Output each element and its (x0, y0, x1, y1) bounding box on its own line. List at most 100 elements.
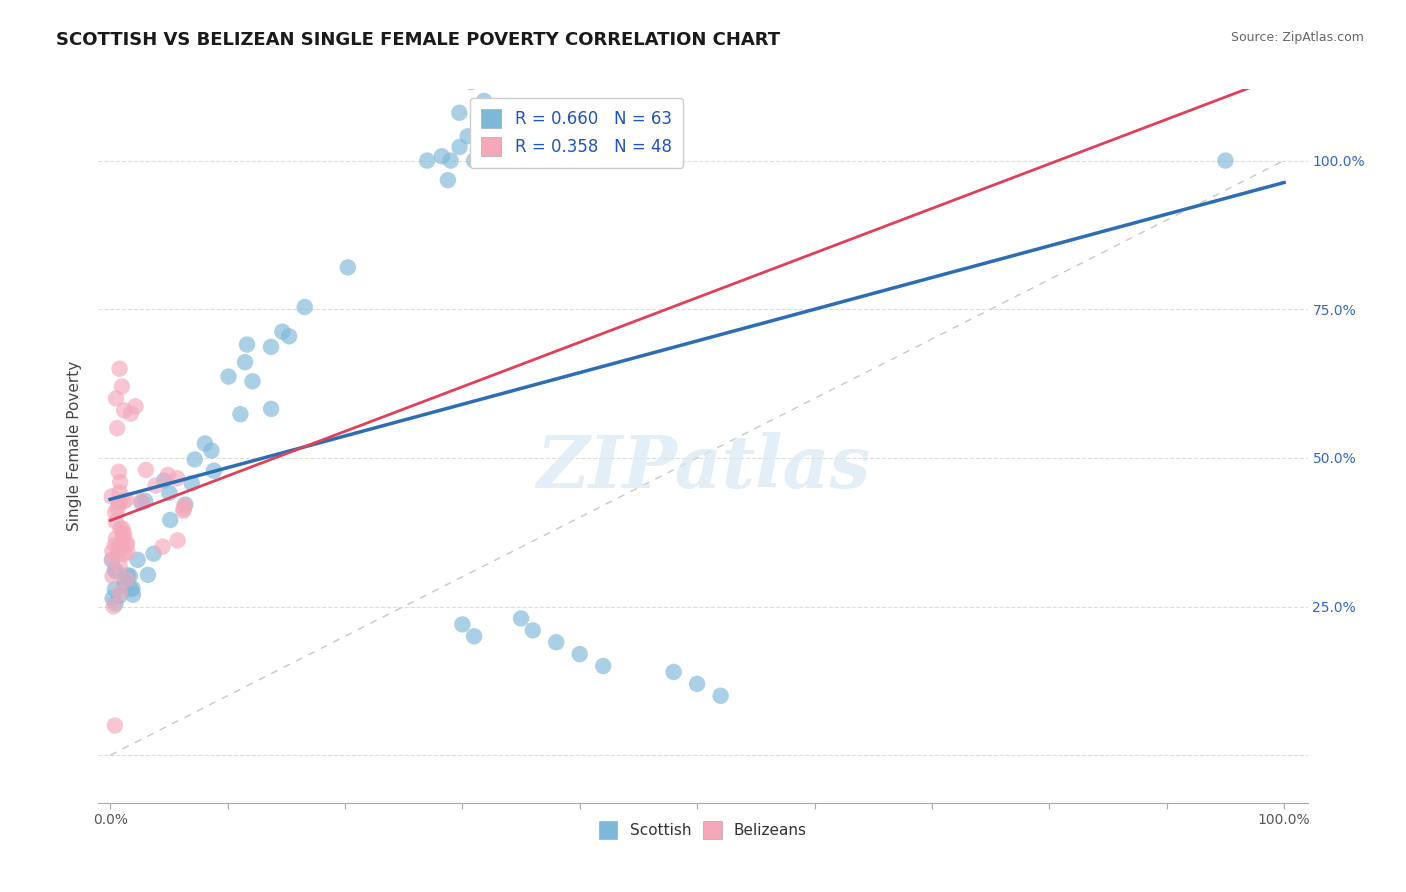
Point (200, 443, 222, 458)
Point (449, 140, 471, 154)
Point (112, 526, 135, 541)
Point (124, 400, 146, 414)
Text: Source: ZipAtlas.com: Source: ZipAtlas.com (1230, 31, 1364, 45)
Point (463, 153, 485, 168)
Point (110, 537, 132, 551)
Point (108, 485, 131, 500)
Point (110, 522, 132, 536)
Point (568, 647, 591, 661)
Legend: Scottish, Belizeans: Scottish, Belizeans (593, 815, 813, 845)
Point (260, 401, 283, 416)
Point (430, 149, 453, 163)
Point (101, 553, 124, 567)
Point (107, 544, 129, 558)
Point (115, 573, 138, 587)
Point (1215, 153, 1237, 168)
Point (105, 421, 128, 435)
Point (460, 75, 482, 89)
Point (105, 392, 128, 406)
Point (101, 553, 124, 567)
Point (115, 536, 138, 550)
Point (105, 565, 128, 579)
Point (112, 528, 135, 542)
Point (100, 489, 122, 503)
Point (111, 522, 134, 536)
Point (134, 494, 156, 508)
Point (180, 476, 202, 491)
Point (104, 563, 127, 577)
Point (120, 582, 142, 597)
Point (271, 325, 294, 339)
Point (145, 478, 167, 492)
Point (101, 591, 124, 606)
Point (104, 718, 127, 732)
Point (114, 574, 136, 588)
Point (117, 545, 139, 559)
Point (101, 544, 124, 558)
Point (135, 463, 157, 477)
Point (218, 369, 240, 384)
Point (111, 533, 134, 547)
Point (108, 361, 131, 376)
Point (108, 558, 131, 573)
Point (127, 553, 149, 567)
Point (522, 624, 544, 638)
Point (662, 665, 685, 679)
Point (120, 407, 142, 421)
Point (111, 379, 134, 393)
Point (202, 464, 225, 478)
Point (107, 465, 129, 479)
Point (103, 599, 125, 614)
Point (451, 617, 474, 632)
Point (439, 153, 461, 168)
Point (108, 496, 131, 510)
Point (166, 533, 188, 548)
Point (183, 452, 205, 467)
Point (242, 374, 264, 388)
Point (510, 611, 533, 625)
Point (437, 173, 460, 187)
Point (710, 689, 733, 703)
Point (115, 573, 138, 587)
Point (278, 329, 301, 343)
Point (546, 635, 568, 649)
Point (546, 153, 568, 168)
Point (173, 499, 195, 513)
Point (121, 582, 143, 596)
Point (159, 513, 181, 527)
Point (592, 659, 614, 673)
Point (115, 492, 138, 507)
Point (233, 355, 256, 369)
Point (105, 531, 128, 545)
Point (136, 567, 159, 582)
Point (172, 504, 194, 518)
Point (166, 471, 188, 485)
Text: ZIPatlas: ZIPatlas (536, 432, 870, 503)
Point (104, 505, 127, 519)
Point (108, 589, 131, 603)
Text: SCOTTISH VS BELIZEAN SINGLE FEMALE POVERTY CORRELATION CHART: SCOTTISH VS BELIZEAN SINGLE FEMALE POVER… (56, 31, 780, 49)
Point (122, 588, 145, 602)
Point (152, 540, 174, 554)
Point (153, 474, 176, 488)
Point (104, 582, 127, 597)
Point (173, 502, 195, 516)
Point (294, 300, 316, 314)
Point (101, 569, 124, 583)
Point (156, 467, 179, 482)
Point (336, 260, 359, 275)
Point (114, 578, 136, 592)
Point (117, 568, 139, 582)
Point (142, 547, 165, 561)
Point (686, 677, 709, 691)
Point (118, 569, 141, 583)
Point (114, 547, 136, 561)
Point (112, 403, 135, 417)
Point (112, 494, 135, 508)
Point (472, 94, 495, 108)
Point (108, 475, 131, 489)
Point (157, 486, 180, 500)
Point (107, 501, 129, 516)
Point (449, 105, 471, 120)
Point (115, 538, 138, 552)
